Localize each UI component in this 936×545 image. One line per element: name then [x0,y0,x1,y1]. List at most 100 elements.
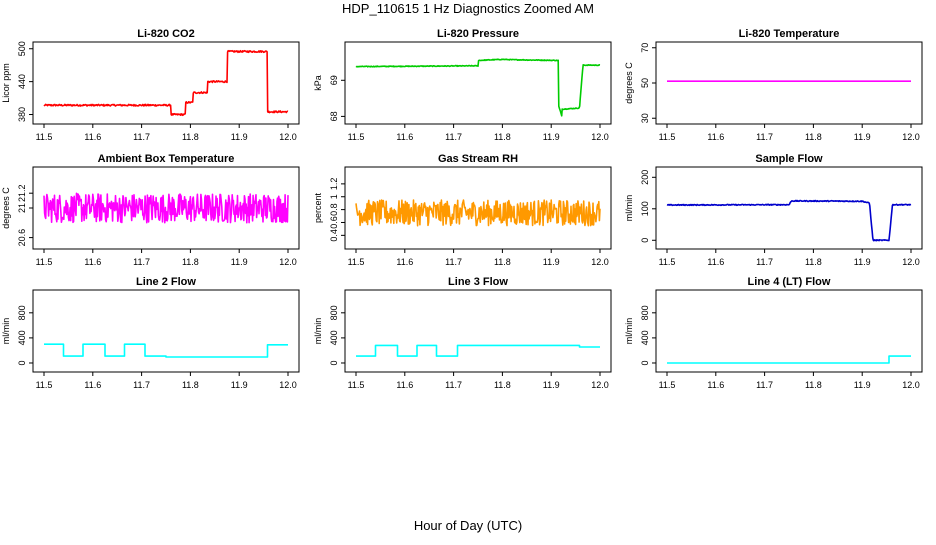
x-tick-label: 11.8 [494,380,511,390]
x-tick-label: 11.5 [348,257,365,267]
x-tick-label: 11.5 [348,380,365,390]
series-line [355,58,601,117]
y-tick-label: 1 [329,194,339,199]
x-tick-label: 11.6 [396,380,413,390]
panel-5: Gas Stream RH percent 11.5 11.6 11.7 11.8 11.9… [313,153,612,267]
x-tick-label: 12.0 [902,257,920,267]
panel-title: Li-820 CO2 [137,28,194,40]
y-tick-label: 400 [329,330,339,345]
x-tick-label: 11.9 [543,257,560,267]
x-tick-label: 11.9 [231,380,248,390]
panel-8: Line 3 Flow ml/min 11.5 11.6 11.7 11.8 11.9 12.… [313,276,612,390]
panel-title: Li-820 Temperature [739,28,840,40]
y-tick-label: 800 [17,305,27,320]
plot-frame [655,41,923,125]
y-tick-label: 21 [17,203,27,213]
x-tick-label: 11.9 [231,132,248,142]
x-tick-label: 11.6 [396,257,413,267]
x-tick-label: 11.6 [396,132,413,142]
y-tick-label: 800 [329,305,339,320]
plot-frame [32,41,300,125]
x-tick-label: 11.5 [36,132,53,142]
x-tick-label: 11.8 [805,257,822,267]
x-tick-label: 11.9 [543,132,560,142]
y-axis-label: ml/min [313,318,323,345]
panel-3: Li-820 Temperature degrees C 11.5 11.6 11.7 1… [624,28,923,142]
plot-frame [32,289,300,373]
y-tick-label: 69 [329,75,339,85]
y-axis-label: degrees C [624,62,634,104]
panel-6: Sample Flow ml/min 11.5 11.6 11.7 11.8 11.9 12.… [624,153,923,267]
panel-title: Li-820 Pressure [437,28,519,40]
panel-4: Ambient Box Temperature degrees C 11.5 11.6… [1,153,300,267]
y-tick-label: 0 [640,360,650,365]
x-tick-label: 11.6 [84,132,101,142]
y-tick-label: 800 [640,305,650,320]
x-tick-label: 11.7 [133,380,150,390]
x-tick-label: 11.6 [707,380,724,390]
series-line [667,355,911,364]
x-tick-label: 12.0 [902,380,920,390]
panel-title: Line 2 Flow [136,276,196,288]
y-axis-label: kPa [313,75,323,91]
x-tick-label: 11.5 [659,380,676,390]
x-tick-label: 11.7 [445,132,462,142]
y-tick-label: 30 [640,113,650,123]
y-tick-label: 500 [17,41,27,56]
plot-frame [655,289,923,373]
x-tick-label: 11.7 [133,257,150,267]
y-axis-label: Licor ppm [1,63,11,103]
panel-2: Li-820 Pressure kPa 11.5 11.6 11.7 11.8 11.9 12… [313,28,612,142]
panel-7: Line 2 Flow ml/min 11.5 11.6 11.7 11.8 11.9 12.… [1,276,300,390]
x-tick-label: 11.7 [756,380,773,390]
panel-1: Li-820 CO2 Licor ppm 11.5 11.6 11.7 11.8 11.9 1… [1,28,300,142]
plot-frame [344,166,612,250]
plot-frame [344,289,612,373]
y-tick-label: 0 [329,360,339,365]
x-tick-label: 11.6 [707,257,724,267]
plot-frame [655,166,923,250]
x-tick-label: 11.9 [854,132,871,142]
x-tick-label: 11.5 [36,257,53,267]
series-line [666,199,912,242]
y-tick-label: 100 [640,201,650,216]
series-line [44,343,288,358]
y-tick-label: 0 [17,360,27,365]
series-line [356,344,600,357]
x-tick-label: 11.9 [854,380,871,390]
y-axis-label: degrees C [1,187,11,229]
x-tick-label: 12.0 [279,257,297,267]
y-tick-label: 0 [640,238,650,243]
y-axis-label: ml/min [624,318,634,345]
y-tick-label: 400 [640,330,650,345]
plot-frame [344,41,612,125]
series-line [43,49,289,117]
x-tick-label: 11.7 [445,257,462,267]
x-tick-label: 11.5 [659,132,676,142]
x-tick-label: 11.7 [133,132,150,142]
y-axis-label: ml/min [1,318,11,345]
x-tick-label: 11.8 [182,257,199,267]
y-tick-label: 1.2 [329,178,339,191]
figure-x-label: Hour of Day (UTC) [413,518,523,533]
panel-title: Ambient Box Temperature [98,153,235,165]
x-tick-label: 11.7 [756,132,773,142]
x-tick-label: 12.0 [279,380,297,390]
x-tick-label: 11.6 [84,380,101,390]
y-tick-label: 50 [640,78,650,88]
x-tick-label: 11.6 [84,257,101,267]
y-tick-label: 20.6 [17,229,27,247]
y-tick-label: 200 [640,170,650,185]
y-tick-label: 0.8 [329,203,339,216]
x-tick-label: 11.8 [494,132,511,142]
y-tick-label: 440 [17,74,27,89]
y-tick-label: 380 [17,107,27,122]
x-tick-label: 11.8 [805,380,822,390]
x-tick-label: 12.0 [591,257,609,267]
x-tick-label: 11.6 [707,132,724,142]
y-tick-label: 21.2 [17,184,27,202]
x-tick-label: 11.8 [182,380,199,390]
x-tick-label: 12.0 [279,132,297,142]
